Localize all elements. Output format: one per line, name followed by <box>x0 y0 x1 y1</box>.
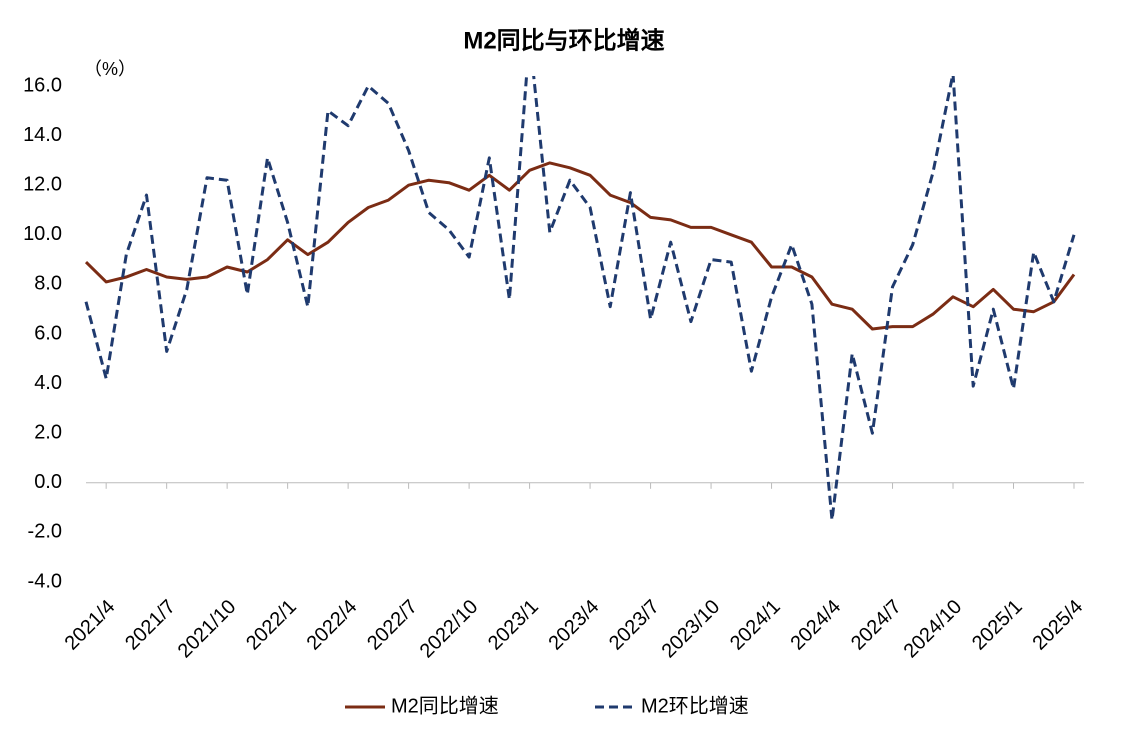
series-line <box>84 161 1076 331</box>
x-tick-label: 2024/4 <box>786 596 845 655</box>
y-tick-label: 0.0 <box>34 471 62 493</box>
x-tick-label: 2021/4 <box>61 596 120 655</box>
y-tick-label: -4.0 <box>28 570 62 592</box>
y-tick-label: 8.0 <box>34 273 62 295</box>
x-tick-label: 2022/7 <box>363 596 422 655</box>
x-tick-label: 2023/7 <box>605 596 664 655</box>
series-line <box>84 76 1076 522</box>
x-tick-label: 2022/1 <box>242 596 301 655</box>
x-tick-label: 2021/7 <box>121 596 180 655</box>
x-tick-label: 2023/4 <box>545 596 604 655</box>
x-tick-label: 2022/4 <box>303 596 362 655</box>
x-tick-label: 2023/1 <box>484 596 543 655</box>
x-tick-label: 2024/7 <box>847 596 906 655</box>
x-tick-label: 2023/10 <box>658 596 725 663</box>
x-tick-label: 2024/10 <box>900 596 967 663</box>
x-tick-label: 2021/10 <box>174 596 241 663</box>
plot-area <box>84 76 1076 522</box>
y-tick-label: 2.0 <box>34 421 62 443</box>
x-tick-label: 2022/10 <box>416 596 483 663</box>
legend-label: M2环比增速 <box>641 694 749 717</box>
y-tick-label: 6.0 <box>34 322 62 344</box>
y-tick-label: 14.0 <box>23 124 62 146</box>
x-tick-label: 2025/1 <box>968 596 1027 655</box>
y-tick-label: 16.0 <box>23 74 62 96</box>
y-tick-label: 4.0 <box>34 372 62 394</box>
y-tick-label: 12.0 <box>23 173 62 195</box>
x-tick-label: 2025/4 <box>1028 596 1087 655</box>
y-tick-label: 10.0 <box>23 223 62 245</box>
y-axis-label: （%） <box>84 59 136 79</box>
legend-label: M2同比增速 <box>391 694 499 717</box>
chart-title: M2同比与环比增速 <box>463 26 664 54</box>
x-tick-label: 2024/1 <box>726 596 785 655</box>
y-tick-label: -2.0 <box>28 521 62 543</box>
